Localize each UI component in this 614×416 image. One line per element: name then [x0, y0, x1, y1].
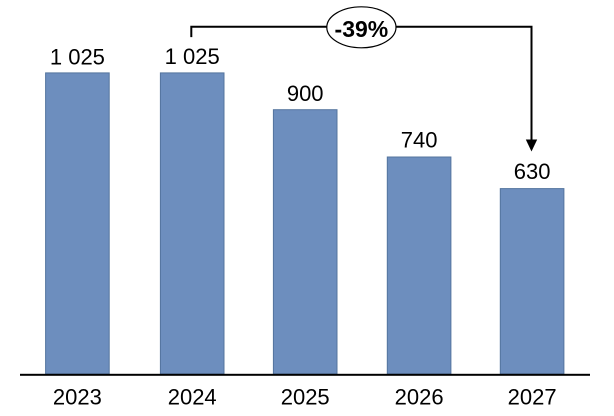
svg-text:1 025: 1 025 [165, 44, 220, 69]
svg-text:2023: 2023 [53, 385, 102, 410]
svg-text:2026: 2026 [395, 385, 444, 410]
svg-text:-39%: -39% [335, 16, 389, 42]
svg-text:2027: 2027 [508, 385, 557, 410]
svg-text:2024: 2024 [168, 385, 217, 410]
svg-text:2025: 2025 [281, 385, 330, 410]
svg-text:630: 630 [514, 159, 551, 184]
svg-text:900: 900 [287, 81, 324, 106]
svg-text:1 025: 1 025 [50, 44, 105, 69]
svg-text:740: 740 [401, 127, 438, 152]
